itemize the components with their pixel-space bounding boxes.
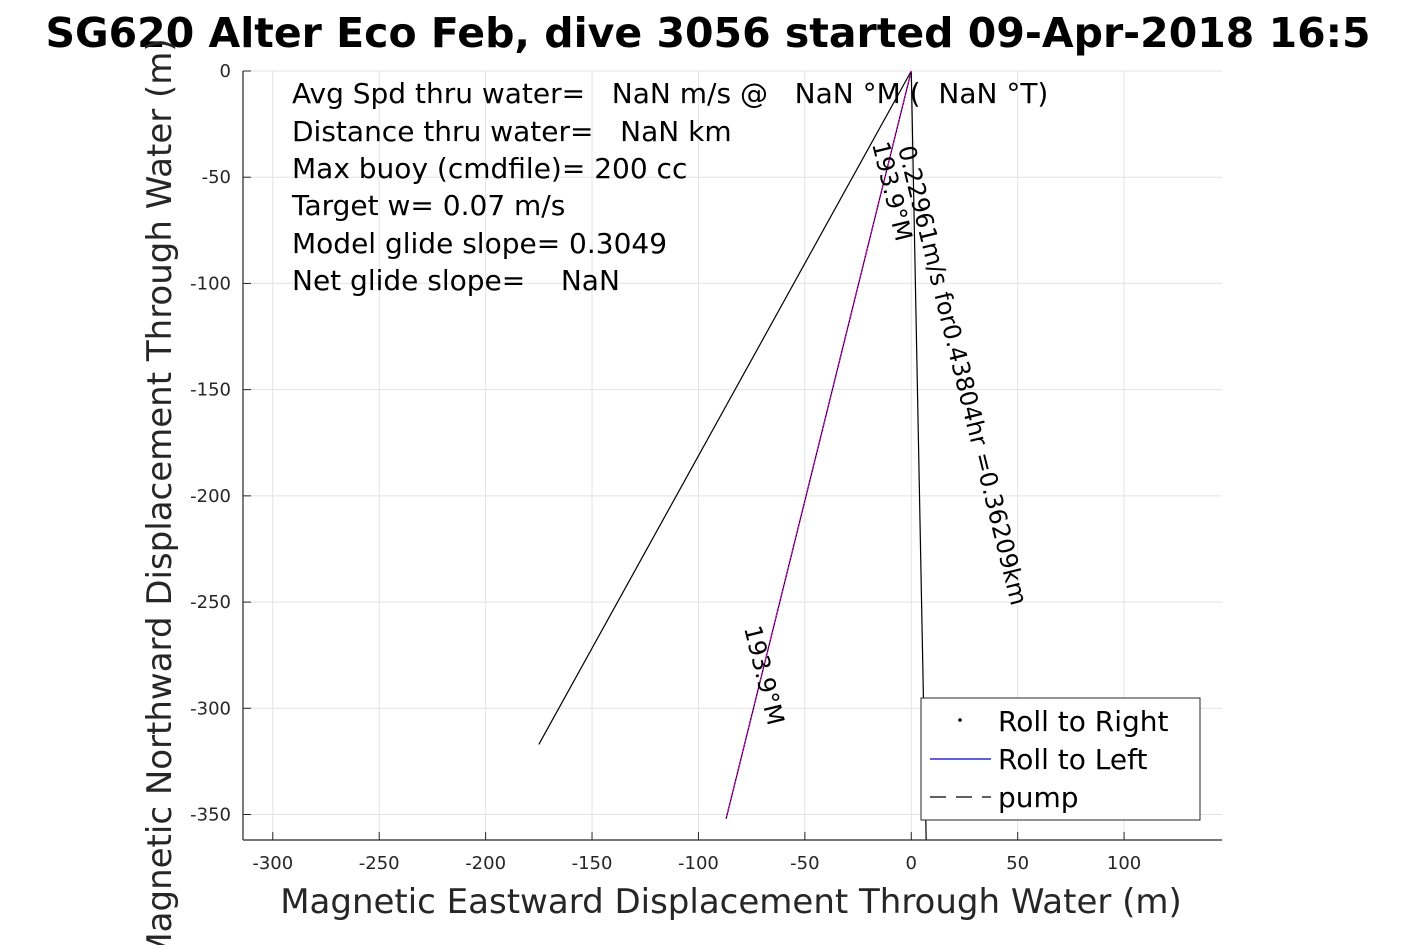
y-axis-label: Magnetic Northward Displacement Through … [140,38,180,945]
track-speed-label: 0.22961m/s for0.43804hr =0.36209km [892,143,1033,608]
legend-label: pump [998,781,1079,814]
annotation-line: Distance thru water= NaN km [292,115,732,148]
x-tick-label: -100 [678,853,719,874]
x-tick-label: 100 [1107,853,1141,874]
x-tick-label: -200 [465,853,506,874]
y-tick-label: -200 [190,486,231,507]
annotation-block: Avg Spd thru water= NaN m/s @ NaN °M ( N… [291,77,1048,297]
annotation-line: Max buoy (cmdfile)= 200 cc [292,152,687,185]
y-tick-label: -150 [190,380,231,401]
x-tick-label: -50 [790,853,819,874]
y-tick-label: 0 [220,61,231,82]
y-tick-label: -50 [202,167,231,188]
legend: Roll to Right Roll to Left pump [920,697,1201,821]
track-heading-label-bottom: 193.9°M [738,623,790,728]
y-tick-label: -300 [190,698,231,719]
legend-label: Roll to Right [998,705,1169,738]
series-line [538,70,912,745]
x-tick-label: -150 [572,853,613,874]
annotation-line: Target w= 0.07 m/s [291,189,565,222]
y-tick-label: -350 [190,805,231,826]
x-tick-label: -250 [359,853,400,874]
x-tick-label: 0 [906,853,917,874]
legend-roll-right-marker [958,718,962,722]
x-tick-label: 50 [1006,853,1029,874]
y-tick-label: -100 [190,273,231,294]
tick-labels: -300 -250 -200 -150 -100 -50 0 50 100 0 -50 -100 -15… [190,61,1141,874]
x-tick-label: -300 [252,853,293,874]
annotation-line: Net glide slope= NaN [292,264,620,297]
y-tick-label: -250 [190,592,231,613]
grid [243,70,1222,840]
series-line [725,70,913,819]
annotation-line: Model glide slope= 0.3049 [292,227,667,260]
series-lines [538,70,927,841]
chart-title: SG620 Alter Eco Feb, dive 3056 started 0… [45,9,1370,57]
x-axis-label: Magnetic Eastward Displacement Through W… [280,882,1182,922]
legend-label: Roll to Left [998,743,1147,776]
annotation-line: Avg Spd thru water= NaN m/s @ NaN °M ( N… [292,77,1048,110]
